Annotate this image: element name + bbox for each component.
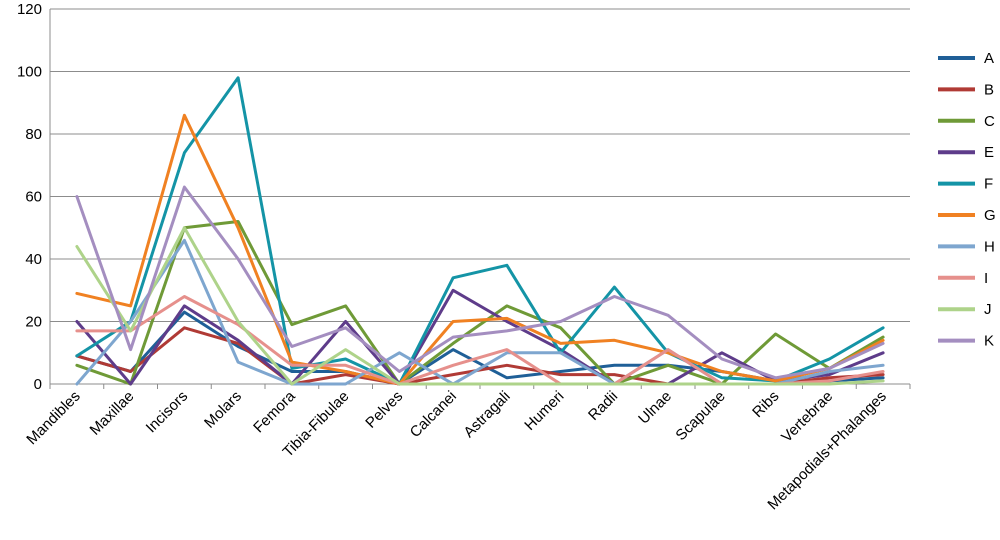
legend-label: E: [984, 144, 994, 161]
x-tick-label: Calcanei: [407, 388, 460, 441]
legend-label: G: [984, 207, 996, 224]
y-tick-label: 100: [17, 64, 42, 81]
y-tick-label: 60: [25, 189, 42, 206]
series-line-G: [75, 113, 885, 386]
x-tick-label: Molars: [201, 388, 245, 432]
x-tick-label: Maxillae: [87, 388, 138, 439]
legend-label: K: [984, 333, 994, 350]
legend-label: H: [984, 238, 995, 255]
x-tick-label: Incisors: [143, 388, 192, 437]
x-axis: Mandibles Maxillae Incisors Molars FemoraTib…: [23, 9, 911, 513]
x-tick-label: Radii: [585, 388, 621, 424]
x-tick-label: Femora: [250, 387, 299, 436]
y-axis-ticks: 0 20 40 60 80 100 120: [17, 1, 42, 393]
series-lines: [75, 76, 885, 386]
legend-label: C: [984, 113, 995, 130]
x-tick-label: Humeri: [521, 388, 567, 434]
legend-label: B: [984, 81, 994, 98]
y-tick-label: 40: [25, 251, 42, 268]
legend-label: A: [984, 50, 994, 67]
y-tick-label: 80: [25, 126, 42, 143]
legend-label: F: [984, 176, 993, 193]
y-tick-label: 0: [34, 376, 42, 393]
x-tick-label: Astragali: [460, 388, 513, 441]
y-tick-label: 20: [25, 314, 42, 331]
x-tick-label: Ulnae: [635, 388, 675, 428]
x-tick-label: Pelves: [362, 388, 406, 432]
x-tick-label: Scapulae: [672, 388, 728, 444]
series-line-F: [75, 76, 885, 386]
legend-label: I: [984, 270, 988, 287]
x-tick-label: Mandibles: [23, 388, 83, 448]
legend-label: J: [984, 301, 992, 318]
series-line-J: [75, 226, 885, 386]
series-line-K: [75, 185, 885, 380]
y-tick-label: 120: [17, 1, 42, 18]
x-tick-label: Ribs: [749, 388, 782, 421]
gridlines: [50, 8, 910, 385]
